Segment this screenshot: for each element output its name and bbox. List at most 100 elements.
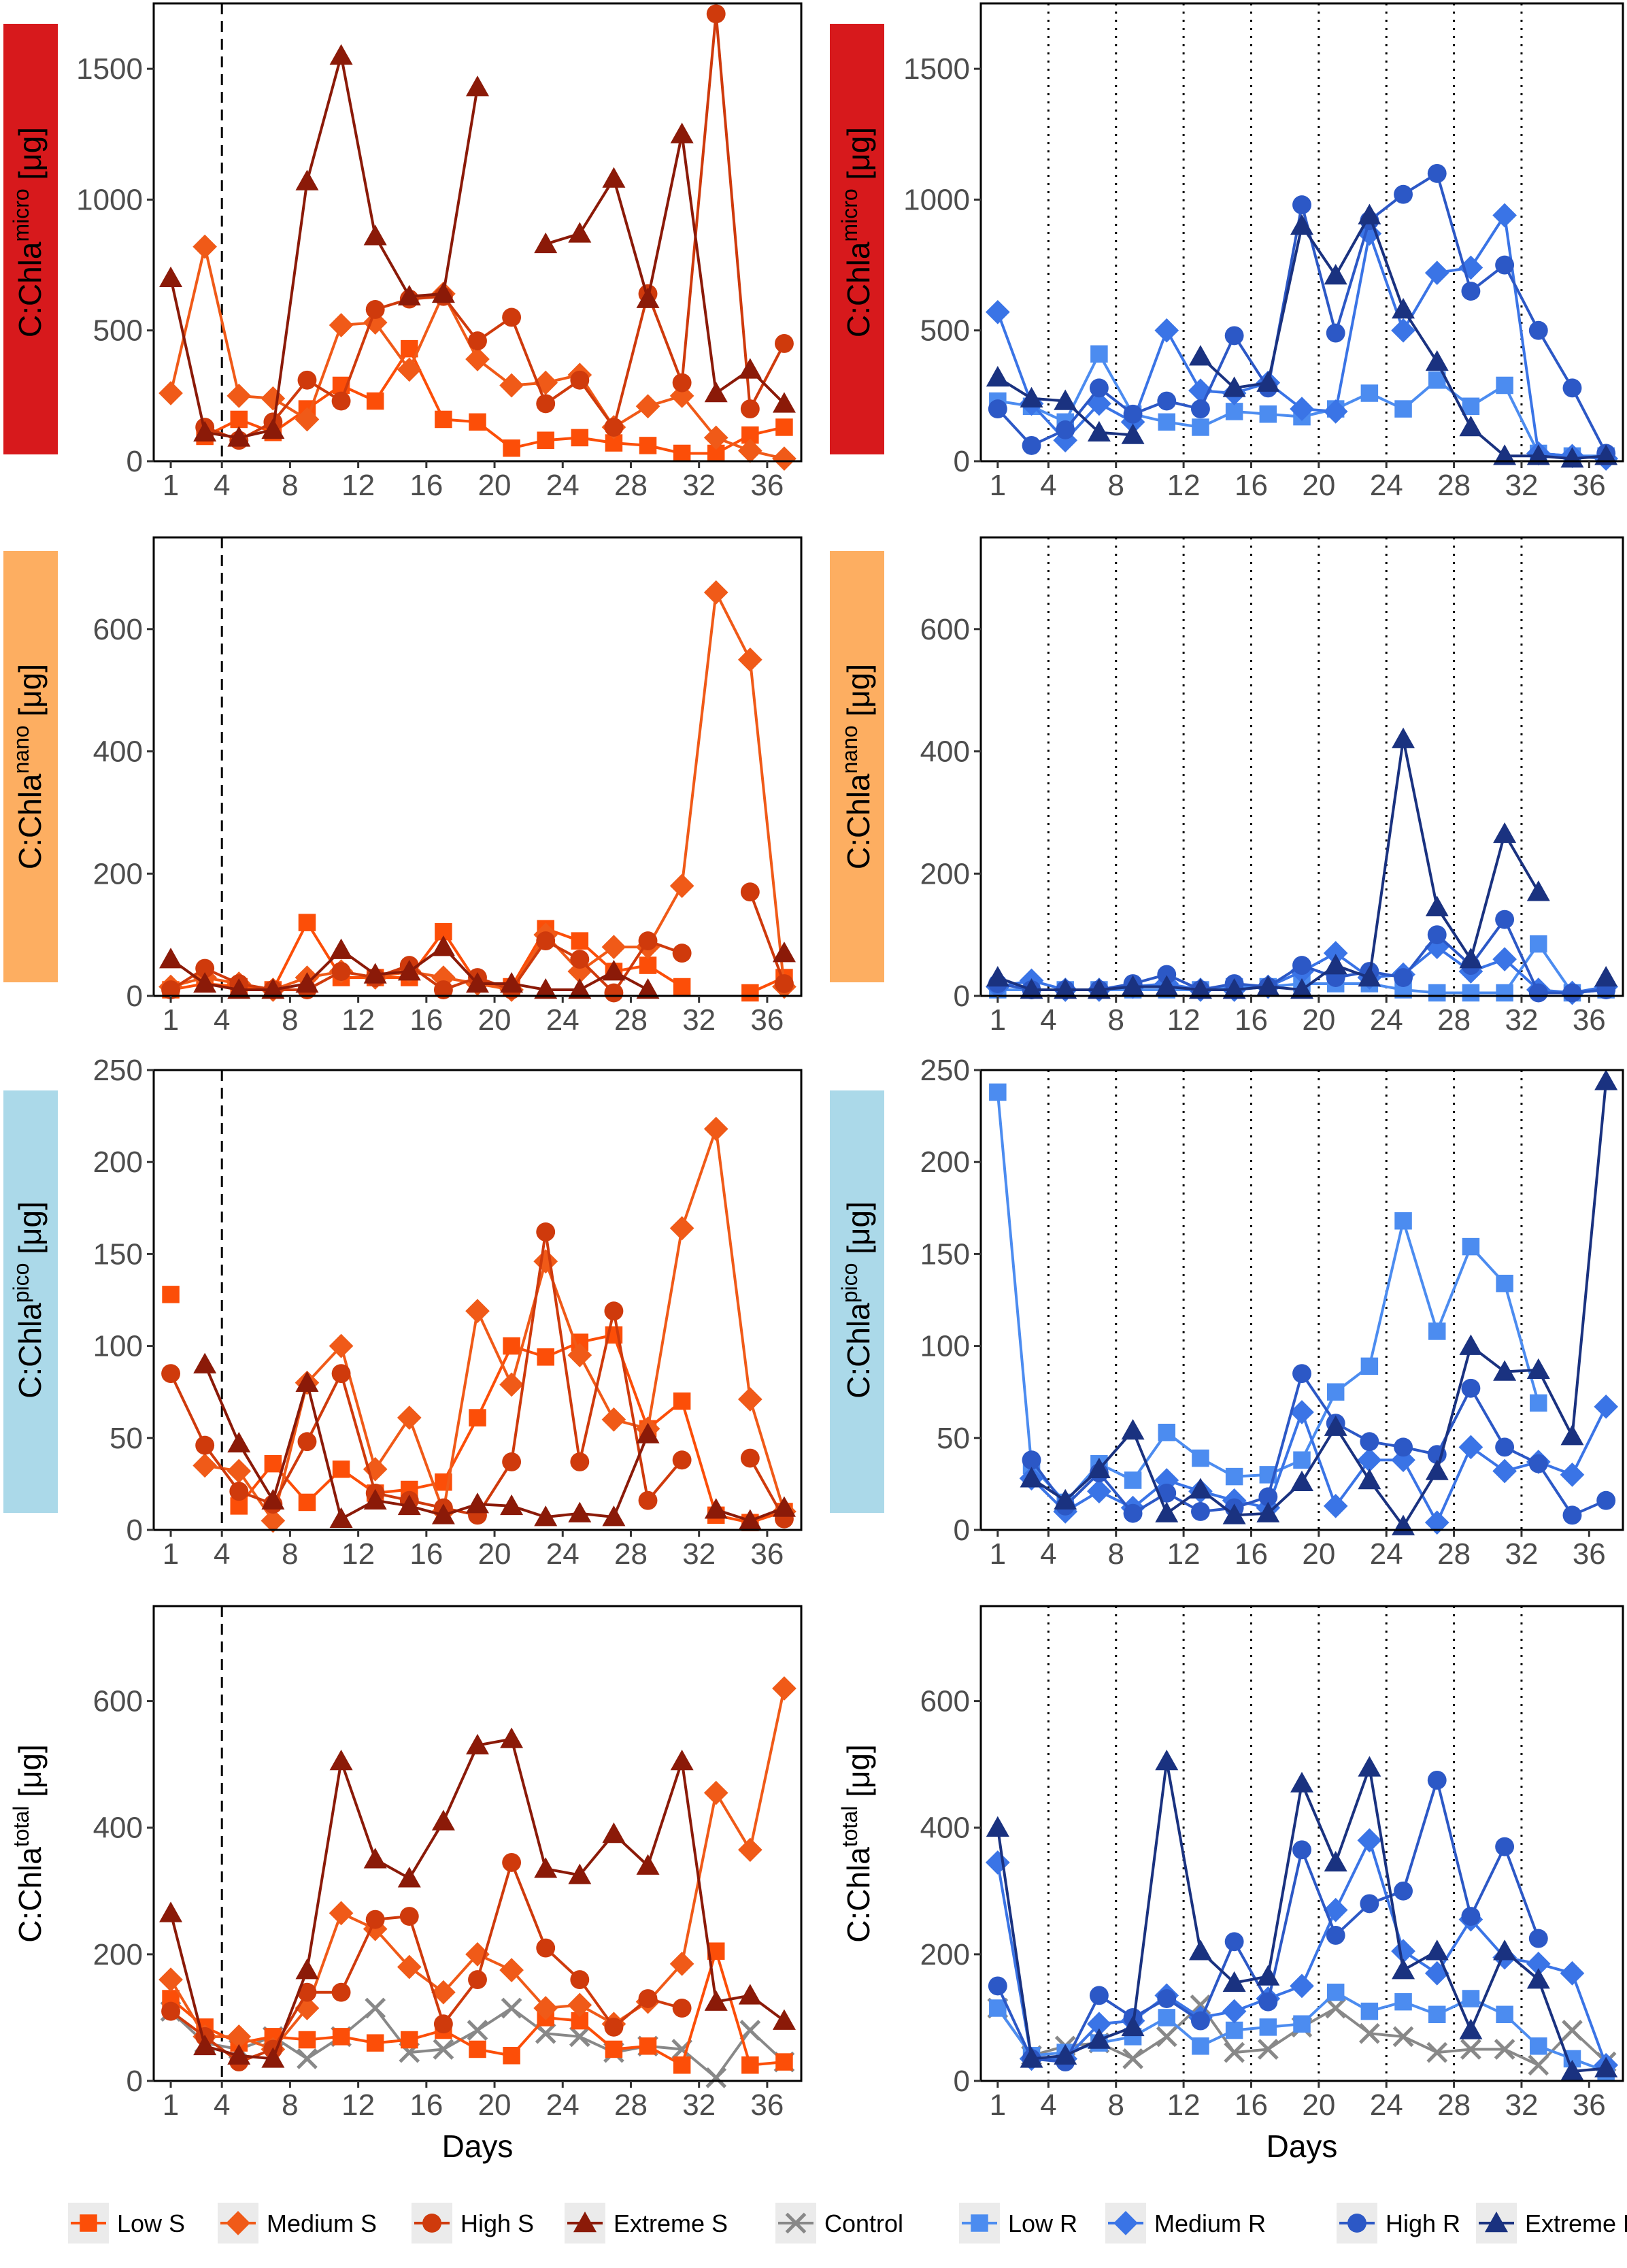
- y-tick-label: 400: [93, 735, 143, 769]
- data-point: [1190, 1994, 1211, 2016]
- legend-label: Extreme S: [614, 2209, 728, 2237]
- data-point: [704, 1498, 728, 1519]
- legend-label: High R: [1386, 2209, 1460, 2237]
- data-point: [227, 426, 251, 447]
- data-point: [1461, 282, 1481, 301]
- x-tick-label: 8: [1107, 1537, 1124, 1571]
- data-point: [1258, 1992, 1278, 2012]
- legend-label: Low R: [1008, 2209, 1077, 2237]
- data-point: [1155, 1501, 1179, 1522]
- data-point: [1292, 1840, 1311, 1860]
- data-point: [1424, 261, 1449, 285]
- data-point: [568, 1501, 592, 1522]
- data-point: [1562, 378, 1582, 398]
- data-point: [466, 76, 489, 97]
- data-point: [1224, 1932, 1244, 1952]
- data-point: [502, 307, 522, 327]
- data-point: [635, 394, 660, 419]
- data-point: [989, 1999, 1007, 2017]
- data-point: [1394, 184, 1413, 204]
- data-point: [192, 234, 218, 259]
- x-tick-label: 20: [478, 1003, 511, 1037]
- data-point: [737, 1837, 762, 1863]
- data-point: [1326, 323, 1345, 343]
- y-tick-label: 200: [93, 1146, 143, 1179]
- data-point: [331, 391, 351, 411]
- data-point: [1394, 400, 1412, 418]
- legend-item-low-r: Low R: [959, 2203, 1077, 2244]
- data-point: [1087, 1479, 1111, 1504]
- data-point: [1594, 2056, 1618, 2078]
- x-tick-label: 32: [1505, 2088, 1538, 2122]
- x-tick-label: 28: [1437, 1537, 1471, 1571]
- x-tick-label: 8: [282, 469, 298, 502]
- x-tick-label: 36: [1573, 1003, 1606, 1037]
- data-point: [1462, 984, 1480, 1002]
- x-tick-label: 32: [1505, 1537, 1538, 1571]
- data-point: [1292, 195, 1311, 215]
- x-tick-label: 28: [1437, 469, 1471, 502]
- panel-micro-R: 0 500 1000 1500 1 4 8 12 16 20 24 28 32 36 C:Chlamicro…: [830, 2, 1624, 502]
- data-point: [602, 960, 626, 981]
- panel-border: [152, 536, 803, 997]
- data-point: [261, 2047, 285, 2068]
- data-point: [1022, 435, 1041, 455]
- data-point: [1426, 2041, 1448, 2063]
- x-tick-label: 20: [1302, 2088, 1335, 2122]
- x-tick-label: 12: [1167, 1003, 1201, 1037]
- data-point: [193, 2034, 217, 2056]
- data-point: [1427, 925, 1447, 945]
- x-tick-label: 1: [163, 1003, 179, 1037]
- data-point: [1528, 1454, 1548, 1473]
- x-tick-label: 16: [409, 1537, 443, 1571]
- data-point: [161, 2001, 180, 2021]
- series-high-s: [161, 1852, 692, 2072]
- data-point: [1425, 1459, 1449, 1480]
- data-point: [158, 381, 183, 405]
- data-point: [1496, 984, 1513, 1002]
- x-tick-label: 4: [214, 469, 230, 502]
- data-point: [604, 983, 624, 1003]
- x-tick-label: 36: [750, 469, 784, 502]
- series-extreme-s: [159, 44, 796, 447]
- data-point: [988, 399, 1007, 419]
- data-point: [465, 1299, 490, 1324]
- data-point: [570, 370, 590, 390]
- data-point: [1425, 350, 1449, 371]
- plot-area: [981, 537, 1623, 996]
- data-point: [1323, 1897, 1348, 1922]
- data-point: [363, 224, 387, 246]
- legend-marker: [1113, 2211, 1138, 2235]
- data-point: [772, 392, 796, 413]
- data-point: [636, 287, 660, 308]
- series-line: [169, 1231, 684, 1517]
- legend-item-high-r: High R: [1337, 2203, 1460, 2244]
- data-point: [1257, 2039, 1279, 2060]
- data-point: [1290, 978, 1313, 999]
- data-point: [433, 980, 453, 999]
- y-tick-label: 600: [93, 1685, 143, 1718]
- data-point: [503, 1337, 520, 1355]
- data-point: [329, 1333, 354, 1358]
- y-tick-label: 250: [93, 1054, 143, 1087]
- data-point: [1360, 1894, 1379, 1914]
- x-tick-label: 36: [1573, 1537, 1606, 1571]
- data-point: [1056, 420, 1075, 439]
- data-point: [1562, 2020, 1583, 2041]
- data-point: [1323, 941, 1348, 965]
- data-point: [567, 1343, 592, 1367]
- data-point: [161, 1364, 180, 1384]
- data-point: [261, 418, 285, 439]
- size-class-band: [830, 551, 884, 982]
- x-tick-label: 20: [478, 469, 511, 502]
- data-point: [1087, 420, 1111, 441]
- data-point: [536, 394, 556, 414]
- size-class-band: [830, 1090, 884, 1513]
- legend-label: Low S: [117, 2209, 185, 2237]
- data-point: [297, 1982, 317, 2002]
- data-point: [264, 1454, 282, 1473]
- data-point: [466, 1733, 489, 1755]
- plot-area: [154, 1606, 801, 2081]
- data-point: [1290, 1470, 1313, 1491]
- data-point: [195, 1435, 215, 1455]
